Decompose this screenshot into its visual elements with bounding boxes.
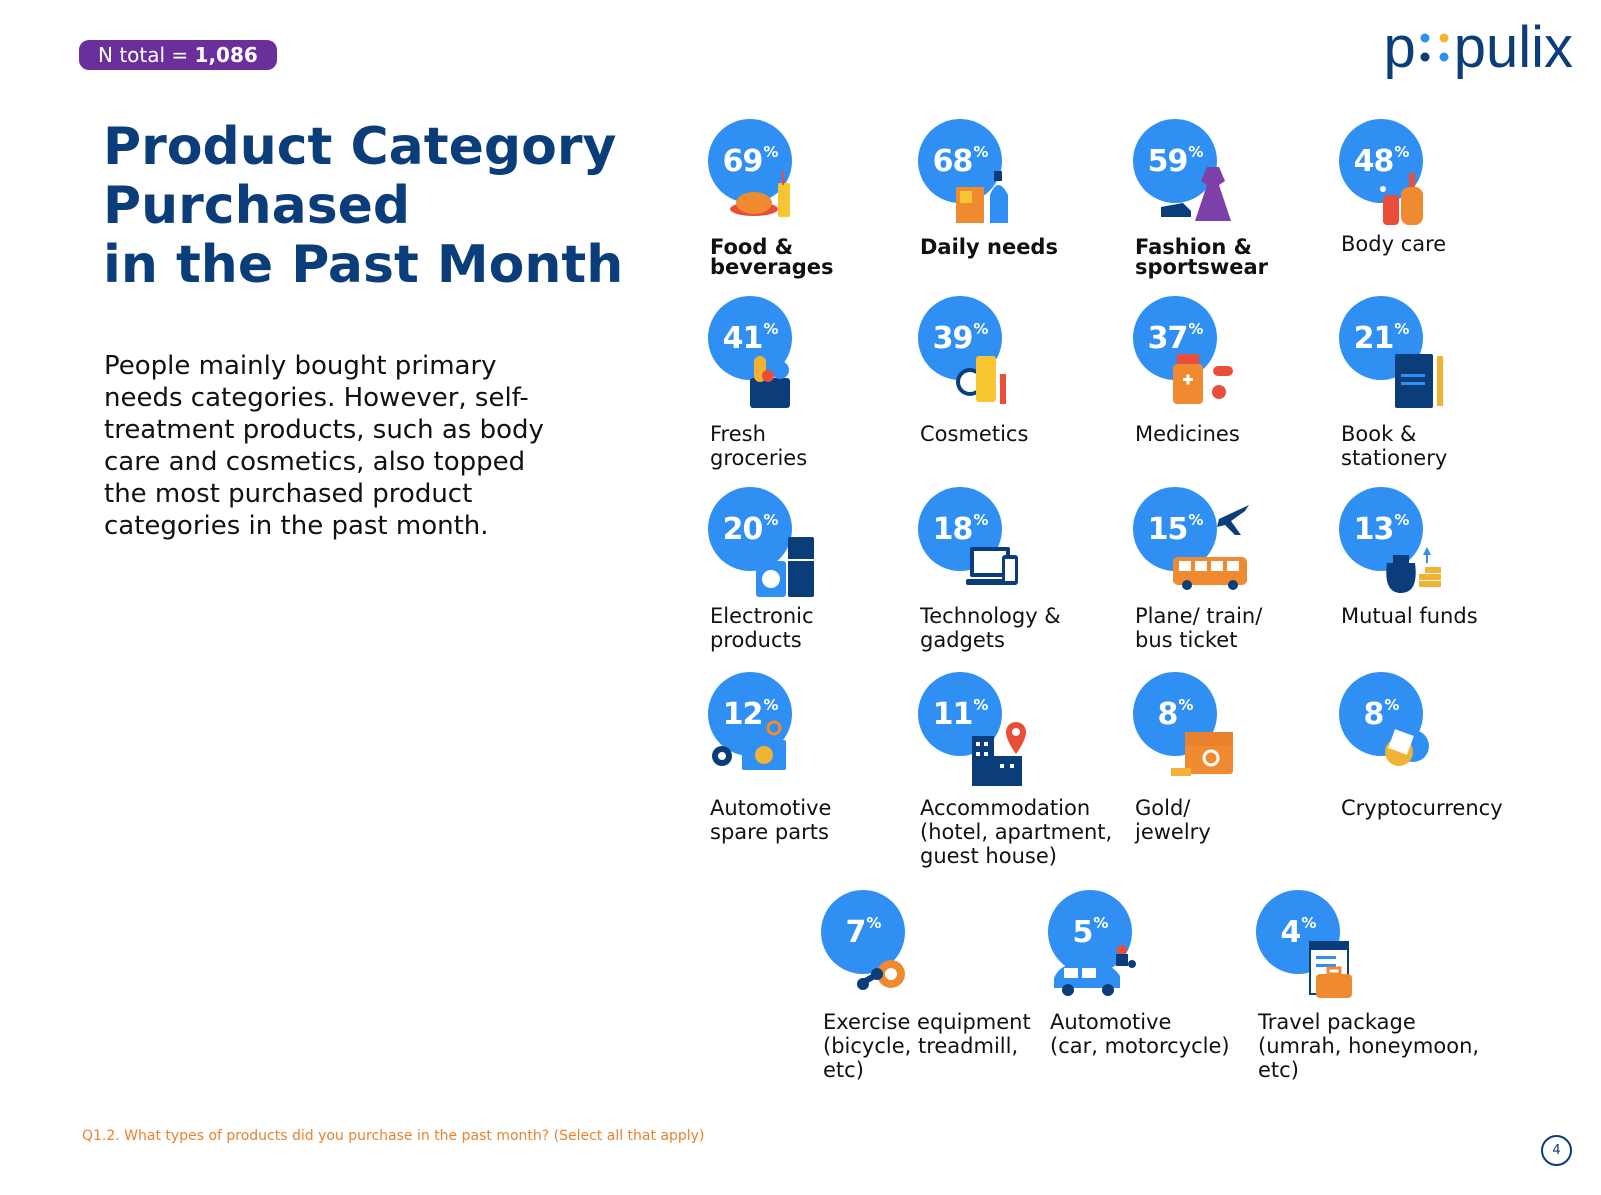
- category-label: Accommodation (hotel, apartment, guest hou…: [920, 796, 1113, 868]
- electronics-icon: [756, 537, 814, 597]
- category-label: Plane/ train/bus ticket: [1135, 604, 1263, 652]
- body-care-icon: [1380, 173, 1423, 225]
- summary-text: People mainly bought primary needs categ…: [104, 351, 544, 541]
- category-label: Food & beverages: [710, 235, 834, 279]
- question-footnote: Q1.2. What types of products did you pur…: [82, 1128, 705, 1144]
- percent-circle: 15%: [1133, 487, 1217, 571]
- title-line-2: Purchased: [103, 176, 411, 236]
- cosmetics-icon: [956, 356, 1006, 404]
- mutual-funds-icon: [1386, 547, 1441, 593]
- category-label: Daily needs: [920, 235, 1058, 259]
- logo-wordmark: pulix: [1453, 15, 1573, 80]
- percent-circle: 20%: [708, 487, 792, 571]
- logo-letter: p: [1383, 15, 1416, 80]
- title-line-1: Product Category: [103, 117, 617, 177]
- sample-size-value: 1,086: [194, 43, 258, 67]
- exercise-icon: [857, 960, 905, 990]
- category-label: Cryptocurrency: [1341, 796, 1503, 820]
- gold-icon: [1171, 732, 1233, 776]
- category-label: Book & stationery: [1341, 422, 1448, 470]
- gadgets-icon: [966, 547, 1018, 585]
- crypto-icon: [1385, 729, 1429, 766]
- percent-circle: 37%: [1133, 296, 1217, 380]
- category-label: Body care: [1341, 232, 1447, 256]
- category-label: Travel package (umrah, honeymoon, etc): [1258, 1010, 1480, 1082]
- spare-parts-icon: [712, 720, 786, 770]
- sample-size-label: N total =: [98, 43, 195, 67]
- sample-size-badge: N total = 1,086: [79, 40, 277, 70]
- travel-icon: [1309, 941, 1352, 998]
- category-label: Fresh groceries: [710, 422, 808, 470]
- page-title: Product Category Purchased in the Past M…: [103, 118, 663, 295]
- category-label: Electronic products: [710, 604, 814, 652]
- percent-circle: 59%: [1133, 119, 1217, 203]
- category-label: Automotive (car, motorcycle): [1050, 1010, 1230, 1058]
- percent-circle: 69%: [708, 119, 792, 203]
- populix-logo: p pulix: [1383, 18, 1573, 78]
- accommodation-icon: [972, 722, 1026, 786]
- medicine-icon: [1173, 354, 1233, 404]
- category-label: Automotive spare parts: [710, 796, 832, 844]
- food-icon: [730, 171, 790, 217]
- groceries-icon: [750, 356, 790, 408]
- category-label: Technology & gadgets: [920, 604, 1061, 652]
- logo-dots-icon: [1420, 33, 1449, 62]
- category-label: Mutual funds: [1341, 604, 1478, 628]
- category-label: Fashion & sportswear: [1135, 235, 1269, 279]
- daily-needs-icon: [956, 171, 1008, 223]
- category-label: Medicines: [1135, 422, 1240, 446]
- vehicle-icon: [1054, 945, 1136, 996]
- title-line-3: in the Past Month: [103, 235, 624, 295]
- category-label: Exercise equipment (bicycle, treadmill, et…: [823, 1010, 1031, 1082]
- book-icon: [1395, 354, 1443, 408]
- page-number: 4: [1541, 1135, 1572, 1166]
- category-label: Gold/jewelry: [1135, 796, 1211, 844]
- percent-circle: 8%: [1133, 672, 1217, 756]
- transport-icon: [1173, 505, 1249, 590]
- category-label: Cosmetics: [920, 422, 1029, 446]
- fashion-icon: [1161, 167, 1231, 221]
